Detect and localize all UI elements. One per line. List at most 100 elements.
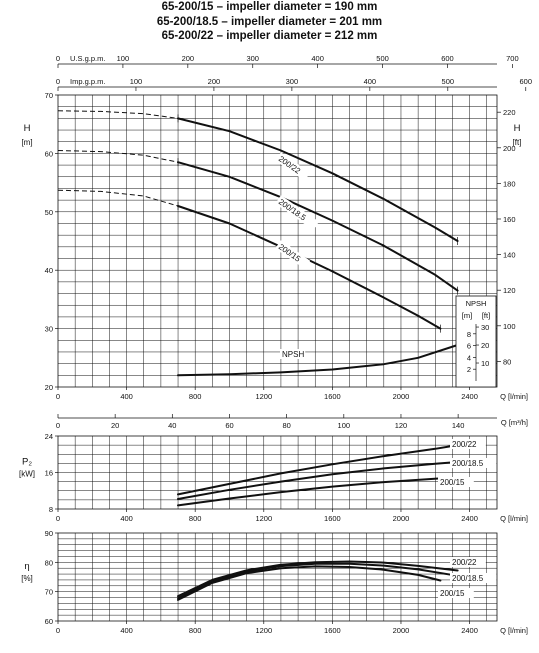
- head-right-tick-label: 120: [503, 286, 516, 295]
- efficiency-y-axis-label: η: [24, 561, 29, 572]
- head-series-200-22-line: [177, 117, 459, 242]
- top-axis-1-tick-label: 500: [376, 54, 389, 63]
- top-axis-2-tick-label: 100: [130, 77, 143, 86]
- top-axis-2-tick-label: 200: [208, 77, 221, 86]
- efficiency-y-tick-label: 60: [45, 617, 53, 626]
- efficiency-series-200-22-label: 200/22: [452, 558, 477, 567]
- top-axis-1-tick-label: 400: [311, 54, 324, 63]
- power-y-unit-label: [kW]: [19, 470, 35, 479]
- efficiency-x-tick-label: 800: [189, 626, 202, 635]
- head-series-200-22-label-bg: [275, 152, 311, 182]
- top-axis-2-unit-label: Imp.g.p.m.: [70, 77, 105, 86]
- efficiency-series-200-22-line: [177, 560, 459, 598]
- npsh-inset-title: NPSH: [466, 299, 487, 308]
- power-series-200-15-label: 200/15: [440, 478, 465, 487]
- efficiency-series-200-15-label: 200/15: [440, 589, 465, 598]
- power-series-200-18-5-label-bg: [450, 458, 497, 468]
- head-series-npsh-label: NPSH: [282, 350, 304, 359]
- head-y-tick-label: 60: [45, 149, 53, 158]
- top-axis-2-tick-label: 400: [364, 77, 377, 86]
- m3h-axis-tick-label: 60: [225, 421, 233, 430]
- efficiency-y-tick-label: 70: [45, 588, 53, 597]
- power-series-200-22-label-bg: [450, 439, 486, 449]
- head-x-unit-label: Q [l/min]: [500, 392, 528, 401]
- power-x-tick-label: 400: [120, 514, 133, 523]
- power-x-unit-label: Q [l/min]: [500, 514, 528, 523]
- m3h-axis-tick-label: 20: [111, 421, 119, 430]
- power-x-tick-label: 2000: [393, 514, 410, 523]
- head-x-tick-label: 1600: [324, 392, 341, 401]
- chart-title-line-2: 65-200/18.5 – impeller diameter = 201 mm: [156, 15, 383, 28]
- npsh-inset-m-tick-label: 2: [467, 365, 471, 374]
- top-axis-1-tick-label: 100: [117, 54, 130, 63]
- head-y-tick-label: 40: [45, 266, 53, 275]
- top-axis-2-tick-label: 300: [286, 77, 299, 86]
- curve-layer: [57, 110, 459, 601]
- efficiency-series-200-22-label-bg: [450, 557, 486, 567]
- head-x-tick-label: 0: [56, 392, 60, 401]
- efficiency-series-200-18-5-label: 200/18.5: [452, 574, 484, 583]
- npsh-inset-unit-ft: [ft]: [482, 311, 490, 320]
- efficiency-x-tick-label: 1200: [255, 626, 272, 635]
- efficiency-x-tick-label: 2000: [393, 626, 410, 635]
- power-y-axis-label: P₂: [22, 457, 32, 468]
- head-right-axis-label: H: [514, 123, 521, 134]
- head-series-200-22-dashed-extension: [57, 110, 179, 119]
- efficiency-x-tick-label: 400: [120, 626, 133, 635]
- frame-layer: [57, 94, 498, 622]
- power-x-tick-label: 0: [56, 514, 60, 523]
- head-x-tick-label: 2400: [461, 392, 478, 401]
- head-series-npsh-label-bg: [280, 349, 306, 359]
- head-y-unit-label: [m]: [21, 138, 32, 147]
- npsh-inset-ft-tick-label: 30: [481, 323, 489, 332]
- m3h-axis-tick-label: 140: [452, 421, 465, 430]
- power-x-tick-label: 1200: [255, 514, 272, 523]
- head-x-tick-label: 400: [120, 392, 133, 401]
- efficiency-x-tick-label: 0: [56, 626, 60, 635]
- npsh-inset-m-tick-label: 4: [467, 353, 471, 362]
- efficiency-series-200-18-5-line: [177, 562, 459, 600]
- chart-title-line-1: 65-200/15 – impeller diameter = 190 mm: [161, 1, 378, 13]
- power-series-200-18-5-line: [177, 461, 459, 500]
- power-series-200-15-line: [177, 477, 442, 507]
- efficiency-x-unit-label: Q [l/min]: [500, 626, 528, 635]
- head-right-tick-label: 140: [503, 251, 516, 260]
- npsh-inset-unit-m: [m]: [462, 311, 472, 320]
- efficiency-series-200-15-label-bg: [438, 588, 474, 598]
- top-axis-1-tick-label: 300: [246, 54, 259, 63]
- power-x-tick-label: 1600: [324, 514, 341, 523]
- head-x-tick-label: 800: [189, 392, 202, 401]
- head-series-npsh-line: [177, 344, 459, 377]
- power-x-tick-label: 2400: [461, 514, 478, 523]
- head-right-tick-label: 180: [503, 179, 516, 188]
- head-y-tick-label: 20: [45, 383, 53, 392]
- head-right-tick-label: 200: [503, 144, 516, 153]
- npsh-inset-m-tick-label: 8: [467, 330, 471, 339]
- m3h-axis-unit-label: Q [m³/h]: [501, 418, 528, 427]
- efficiency-plot-frame: [57, 532, 498, 622]
- head-y-axis-label: H: [24, 123, 31, 134]
- head-series-200-18-5-line: [177, 161, 459, 292]
- head-right-tick-label: 220: [503, 108, 516, 117]
- top-axis-1-zero-label: 0: [56, 54, 60, 63]
- head-right-tick-label: 160: [503, 215, 516, 224]
- head-right-unit-label: [ft]: [513, 138, 522, 147]
- top-axis-1-unit-label: U.S.g.p.m.: [70, 54, 105, 63]
- efficiency-y-unit-label: [%]: [21, 574, 33, 583]
- npsh-inset-ft-tick-label: 10: [481, 359, 489, 368]
- power-y-tick-label: 24: [45, 432, 53, 441]
- head-right-tick-label: 80: [503, 357, 511, 366]
- top-axis-2-zero-label: 0: [56, 77, 60, 86]
- top-axis-2-tick-label: 500: [442, 77, 455, 86]
- head-x-tick-label: 2000: [393, 392, 410, 401]
- power-y-tick-label: 8: [49, 505, 53, 514]
- top-axis-1-tick-label: 200: [182, 54, 195, 63]
- head-series-200-15-dashed-extension: [57, 189, 179, 207]
- power-y-tick-label: 16: [45, 469, 53, 478]
- m3h-axis-tick-label: 80: [282, 421, 290, 430]
- head-y-tick-label: 30: [45, 325, 53, 334]
- npsh-inset-m-tick-label: 6: [467, 342, 471, 351]
- head-x-tick-label: 1200: [255, 392, 272, 401]
- axis-layer: 0 400 800 1200 1600 2000 2400 Q [l/min]20304050…: [19, 54, 532, 635]
- npsh-inset-ft-tick-label: 20: [481, 341, 489, 350]
